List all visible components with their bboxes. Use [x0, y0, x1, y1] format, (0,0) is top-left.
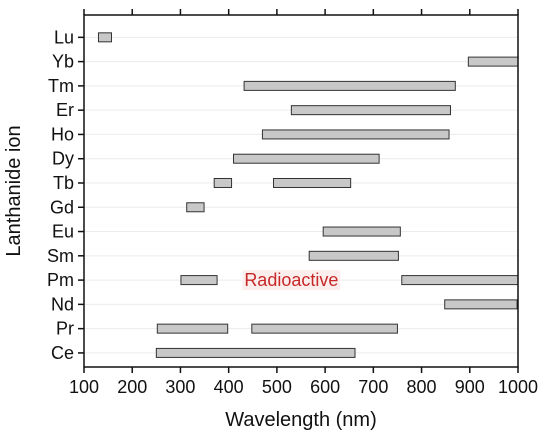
- annotation-layer: Radioactive: [242, 270, 341, 291]
- range-bar-pm-11: [180, 275, 218, 286]
- range-bar-sm-10: [308, 250, 399, 261]
- range-bar-eu-9: [322, 226, 401, 237]
- y-axis-label: Lanthanide ion: [3, 125, 25, 256]
- x-axis-label: Wavelength (nm): [225, 409, 377, 431]
- range-bar-lu-0: [97, 32, 112, 43]
- axis-layer: 100 200 300 400 500 600 700 800 900 1000 Lu Yb Tm Er H…: [47, 9, 538, 397]
- x-tick-label-400: 400: [214, 377, 244, 397]
- plot-frame: [83, 14, 519, 368]
- range-bar-tb-6: [213, 177, 233, 188]
- y-tick-label-nd: Nd: [51, 294, 74, 314]
- range-bar-pm-12: [401, 275, 519, 286]
- y-tick-label-eu: Eu: [52, 222, 74, 242]
- x-tick-label-500: 500: [262, 377, 292, 397]
- y-tick-label-tm: Tm: [48, 76, 74, 96]
- range-bar-yb-1: [467, 56, 519, 67]
- y-tick-label-gd: Gd: [50, 197, 74, 217]
- y-tick-label-ce: Ce: [51, 343, 74, 363]
- range-bar-pr-14: [156, 323, 229, 334]
- y-tick-label-pm: Pm: [47, 270, 74, 290]
- x-tick-label-100: 100: [69, 377, 99, 397]
- range-bar-dy-5: [232, 153, 380, 164]
- range-bar-tb-7: [273, 177, 352, 188]
- y-tick-label-pr: Pr: [56, 319, 74, 339]
- y-tick-label-ho: Ho: [51, 124, 74, 144]
- x-tick-label-600: 600: [310, 377, 340, 397]
- y-tick-label-yb: Yb: [52, 52, 74, 72]
- y-tick-label-sm: Sm: [47, 246, 74, 266]
- annotation-background-0: [242, 270, 341, 291]
- range-bar-ho-4: [261, 129, 450, 140]
- x-tick-label-900: 900: [455, 377, 485, 397]
- y-tick-label-dy: Dy: [52, 149, 74, 169]
- range-bar-pr-15: [251, 323, 398, 334]
- x-tick-label-700: 700: [358, 377, 388, 397]
- x-tick-label-800: 800: [407, 377, 437, 397]
- x-tick-label-300: 300: [165, 377, 195, 397]
- x-tick-label-200: 200: [117, 377, 147, 397]
- range-bar-gd-8: [186, 202, 205, 213]
- bar-layer: [97, 32, 519, 358]
- range-bar-tm-2: [243, 80, 456, 91]
- range-bar-nd-13: [444, 299, 518, 310]
- y-tick-label-lu: Lu: [54, 27, 74, 47]
- y-tick-label-er: Er: [56, 100, 74, 120]
- y-tick-label-tb: Tb: [53, 173, 74, 193]
- range-bar-er-3: [290, 105, 451, 116]
- x-tick-label-1000: 1000: [498, 377, 538, 397]
- range-bar-ce-16: [155, 347, 356, 358]
- annotation-0: Radioactive: [244, 270, 338, 290]
